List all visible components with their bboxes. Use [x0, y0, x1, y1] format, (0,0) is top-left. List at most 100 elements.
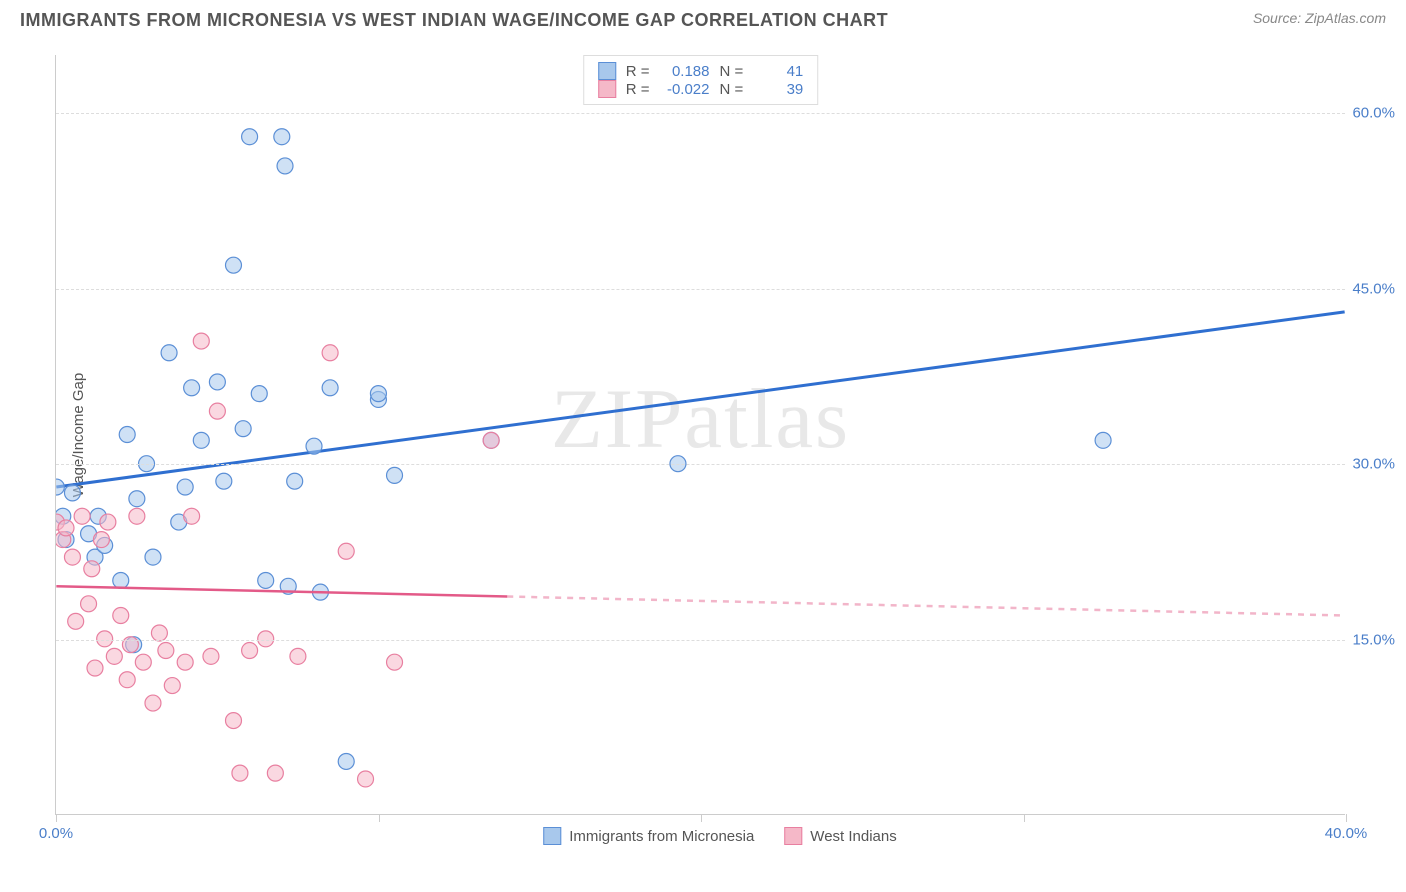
scatter-point [312, 584, 328, 600]
watermark: ZIPatlas [551, 370, 850, 468]
scatter-point [193, 432, 209, 448]
scatter-point [119, 672, 135, 688]
scatter-point [177, 479, 193, 495]
scatter-point [242, 129, 258, 145]
x-tick [1346, 814, 1347, 822]
scatter-point [97, 537, 113, 553]
n-value: 41 [753, 63, 803, 80]
scatter-point [184, 508, 200, 524]
y-tick-label: 30.0% [1352, 456, 1395, 473]
scatter-point [158, 643, 174, 659]
scatter-point [129, 508, 145, 524]
y-axis-label: Wage/Income Gap [70, 372, 87, 497]
n-label: N = [720, 81, 744, 98]
n-value: 39 [753, 81, 803, 98]
r-value: -0.022 [660, 81, 710, 98]
scatter-point [306, 438, 322, 454]
scatter-point [193, 333, 209, 349]
scatter-point [277, 158, 293, 174]
n-label: N = [720, 63, 744, 80]
scatter-point [251, 386, 267, 402]
x-tick [379, 814, 380, 822]
scatter-point [171, 514, 187, 530]
scatter-point [370, 391, 386, 407]
scatter-point [81, 596, 97, 612]
chart-container: Wage/Income Gap ZIPatlas R = 0.188 N = 4… [55, 55, 1385, 815]
scatter-point [58, 532, 74, 548]
scatter-svg [56, 55, 1345, 814]
trend-line-dashed [507, 597, 1344, 616]
scatter-point [113, 572, 129, 588]
scatter-point [93, 532, 109, 548]
x-tick [701, 814, 702, 822]
scatter-point [87, 549, 103, 565]
legend-swatch [598, 62, 616, 80]
scatter-point [64, 549, 80, 565]
x-tick [56, 814, 57, 822]
scatter-point [56, 532, 71, 548]
plot-area: Wage/Income Gap ZIPatlas R = 0.188 N = 4… [55, 55, 1345, 815]
scatter-point [258, 572, 274, 588]
gridline [56, 289, 1345, 290]
scatter-point [90, 508, 106, 524]
trend-line [56, 312, 1344, 487]
scatter-point [135, 654, 151, 670]
scatter-point [113, 608, 129, 624]
scatter-point [177, 654, 193, 670]
scatter-point [145, 549, 161, 565]
scatter-point [56, 479, 64, 495]
scatter-point [209, 374, 225, 390]
scatter-point [322, 345, 338, 361]
scatter-point [106, 648, 122, 664]
scatter-point [68, 613, 84, 629]
source-attribution: Source: ZipAtlas.com [1253, 10, 1386, 26]
source-name: ZipAtlas.com [1305, 10, 1386, 26]
scatter-point [274, 129, 290, 145]
x-tick-label: 40.0% [1325, 825, 1368, 842]
source-prefix: Source: [1253, 10, 1305, 26]
legend-item: West Indians [784, 827, 896, 845]
x-tick [1024, 814, 1025, 822]
scatter-point [226, 257, 242, 273]
trend-line [56, 586, 507, 596]
legend-swatch [784, 827, 802, 845]
scatter-point [242, 643, 258, 659]
gridline [56, 640, 1345, 641]
legend-swatch [543, 827, 561, 845]
scatter-point [387, 467, 403, 483]
scatter-point [74, 508, 90, 524]
r-label: R = [626, 63, 650, 80]
scatter-point [151, 625, 167, 641]
scatter-point [287, 473, 303, 489]
gridline [56, 464, 1345, 465]
scatter-point [56, 514, 64, 530]
scatter-point [358, 771, 374, 787]
series-legend: Immigrants from Micronesia West Indians [543, 827, 896, 845]
scatter-point [119, 427, 135, 443]
scatter-point [56, 508, 71, 524]
scatter-point [81, 526, 97, 542]
scatter-point [209, 403, 225, 419]
scatter-point [1095, 432, 1111, 448]
scatter-point [280, 578, 296, 594]
stats-legend-row: R = -0.022 N = 39 [598, 80, 804, 98]
scatter-point [267, 765, 283, 781]
gridline [56, 113, 1345, 114]
scatter-point [203, 648, 219, 664]
x-tick-label: 0.0% [39, 825, 73, 842]
scatter-point [290, 648, 306, 664]
y-tick-label: 45.0% [1352, 280, 1395, 297]
scatter-point [164, 678, 180, 694]
scatter-point [87, 660, 103, 676]
scatter-point [161, 345, 177, 361]
scatter-point [184, 380, 200, 396]
legend-label: Immigrants from Micronesia [569, 828, 754, 845]
r-value: 0.188 [660, 63, 710, 80]
stats-legend-row: R = 0.188 N = 41 [598, 62, 804, 80]
scatter-point [370, 386, 386, 402]
scatter-point [338, 753, 354, 769]
scatter-point [100, 514, 116, 530]
scatter-point [216, 473, 232, 489]
scatter-point [483, 432, 499, 448]
scatter-point [235, 421, 251, 437]
